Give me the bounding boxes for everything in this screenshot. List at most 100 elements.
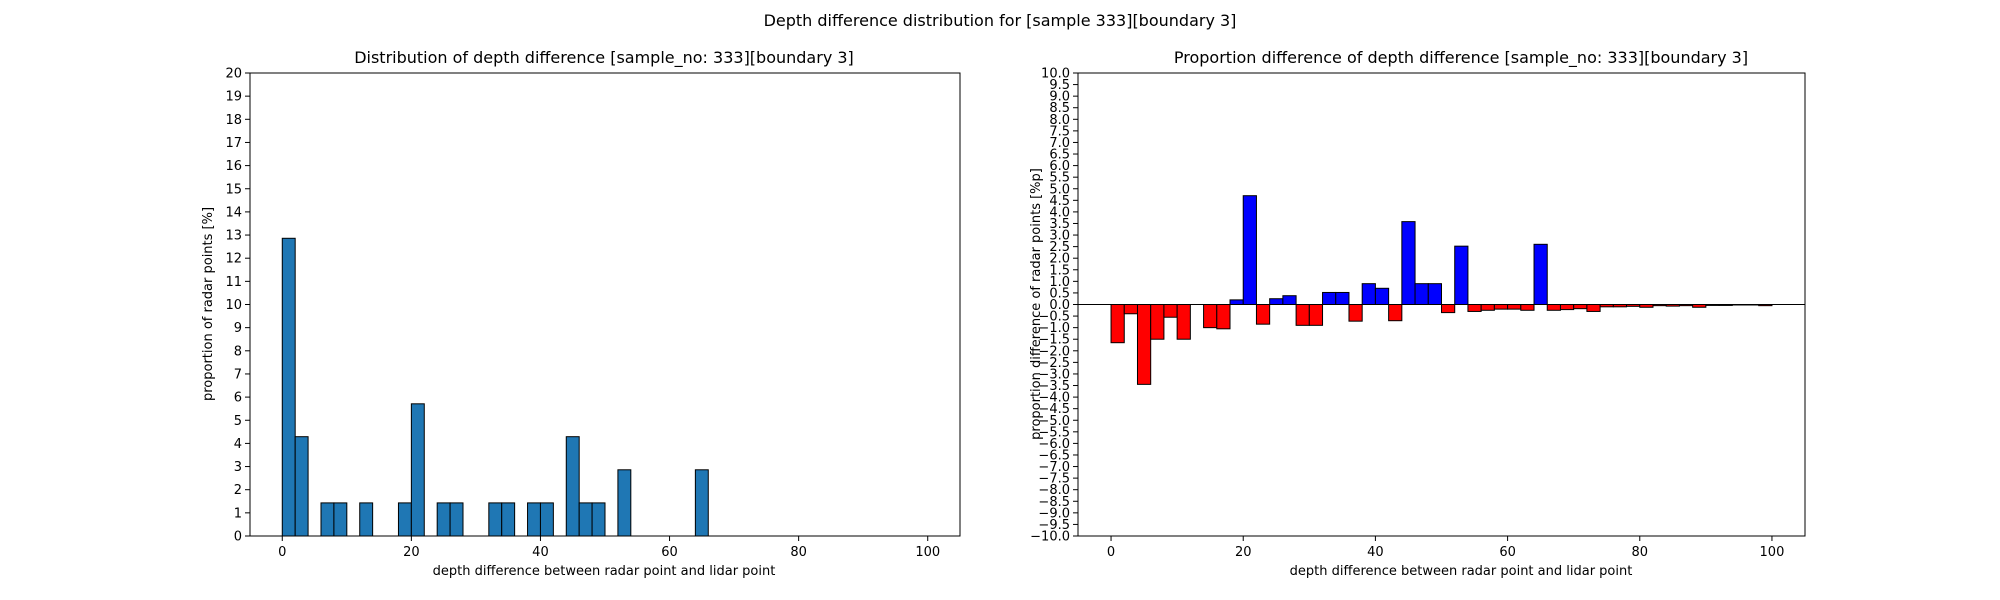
right-chart-xtick-label: 0 bbox=[1107, 545, 1115, 560]
left-chart-ytick-label: 8 bbox=[234, 344, 242, 359]
right-chart-ytick-label: −7.0 bbox=[1038, 460, 1070, 475]
right-chart-ytick-label: 5.5 bbox=[1049, 171, 1070, 186]
right-chart-bar bbox=[1665, 304, 1680, 307]
right-chart-bars bbox=[1110, 195, 1773, 385]
right-chart-bar bbox=[1612, 304, 1628, 308]
right-chart-ytick-label: 0.0 bbox=[1049, 298, 1070, 313]
left-chart-bar bbox=[436, 502, 451, 537]
right-chart-ytick-label: −5.5 bbox=[1038, 425, 1070, 440]
left-chart-bar bbox=[591, 502, 606, 537]
left-chart-xtick-label: 60 bbox=[661, 545, 678, 560]
right-chart-bar bbox=[1718, 304, 1733, 306]
right-chart-ticks: 0 20 40 60 80 100 −10.0−9.5−9.0−8.5−8.0−7.5−7.… bbox=[1030, 67, 1784, 561]
left-chart-ytick-label: 11 bbox=[225, 275, 242, 290]
left-chart-bar bbox=[527, 502, 541, 537]
right-chart-ytick-label: 10.0 bbox=[1041, 67, 1070, 82]
right-chart-bar bbox=[1626, 304, 1641, 307]
left-chart-ytick-label: 3 bbox=[234, 460, 242, 475]
right-chart-ytick-label: −7.5 bbox=[1038, 472, 1070, 487]
right-chart-bar bbox=[1599, 304, 1614, 308]
left-chart-bar bbox=[359, 502, 374, 537]
left-chart-bar bbox=[449, 502, 464, 537]
right-chart-ytick-label: −3.0 bbox=[1038, 367, 1070, 382]
right-chart-ytick-label: 8.5 bbox=[1049, 101, 1070, 116]
right-chart-axes-frame bbox=[1077, 72, 1806, 537]
right-chart-ytick-label: −2.5 bbox=[1038, 356, 1070, 371]
right-chart-bar bbox=[1427, 283, 1443, 306]
right-chart-xlabel: depth difference between radar point and… bbox=[1290, 564, 1633, 579]
right-chart-bar bbox=[1731, 304, 1747, 306]
right-chart-bar bbox=[1745, 304, 1760, 306]
left-chart-axes-frame bbox=[249, 72, 961, 537]
right-chart-ytick-label: 7.5 bbox=[1049, 124, 1070, 139]
left-chart-bar bbox=[488, 502, 503, 537]
left-chart-ytick-label: 1 bbox=[234, 506, 242, 521]
left-chart-ytick-label: 5 bbox=[234, 414, 242, 429]
left-chart-bar bbox=[694, 469, 709, 537]
right-chart-bar bbox=[1559, 304, 1575, 311]
right-chart-bar bbox=[1692, 304, 1707, 308]
right-chart-bar bbox=[1203, 304, 1218, 329]
left-chart-ytick-label: 13 bbox=[225, 229, 242, 244]
right-chart-bar bbox=[1242, 195, 1257, 306]
right-chart-bar bbox=[1401, 221, 1416, 305]
right-chart-bar bbox=[1467, 304, 1482, 312]
right-chart-bar bbox=[1282, 295, 1297, 306]
right-chart-ytick-label: −4.0 bbox=[1038, 391, 1070, 406]
left-chart-bar bbox=[320, 502, 335, 537]
left-chart-ytick-label: 18 bbox=[225, 113, 242, 128]
right-chart-bar bbox=[1639, 304, 1654, 308]
right-chart-bar bbox=[1322, 291, 1337, 306]
right-chart-bar bbox=[1454, 245, 1469, 306]
right-chart-ytick-label: 4.5 bbox=[1049, 194, 1070, 209]
right-chart-ytick-label: −9.0 bbox=[1038, 506, 1070, 521]
left-chart-xtick-label: 100 bbox=[915, 545, 940, 560]
right-chart-ytick-label: −2.0 bbox=[1038, 344, 1070, 359]
left-chart-ytick-label: 4 bbox=[234, 437, 242, 452]
right-chart-bar bbox=[1348, 304, 1363, 322]
right-chart-xtick-label: 80 bbox=[1631, 545, 1648, 560]
right-chart-ytick-label: 2.5 bbox=[1049, 240, 1070, 255]
right-chart-ytick-label: 7.0 bbox=[1049, 136, 1070, 151]
left-chart-bar bbox=[617, 469, 632, 537]
right-chart-proportion-difference: Proportion difference of depth differenc… bbox=[1029, 48, 1806, 579]
right-chart-ytick-label: 6.0 bbox=[1049, 159, 1070, 174]
right-chart-ytick-label: −1.5 bbox=[1038, 333, 1070, 348]
right-chart-bar bbox=[1123, 304, 1138, 315]
right-chart-ytick-label: −4.5 bbox=[1038, 402, 1070, 417]
right-chart-bar bbox=[1176, 304, 1191, 340]
right-chart-ytick-label: −3.5 bbox=[1038, 379, 1070, 394]
left-chart-bar bbox=[397, 502, 412, 537]
right-chart-bar bbox=[1480, 304, 1495, 311]
right-chart-bar bbox=[1414, 283, 1429, 306]
left-chart-ytick-label: 9 bbox=[234, 321, 242, 336]
left-chart-xlabel: depth difference between radar point and… bbox=[433, 564, 776, 579]
right-chart-ytick-label: 1.0 bbox=[1049, 275, 1070, 290]
left-chart-ytick-label: 15 bbox=[225, 182, 242, 197]
left-chart-title: Distribution of depth difference [sample… bbox=[354, 48, 854, 68]
left-chart-ytick-label: 7 bbox=[234, 367, 242, 382]
right-chart-ytick-label: 2.0 bbox=[1049, 252, 1070, 267]
left-chart-ytick-label: 16 bbox=[225, 159, 242, 174]
right-chart-bar bbox=[1269, 298, 1284, 305]
left-chart-bar bbox=[565, 436, 580, 537]
left-chart-bar bbox=[294, 436, 309, 537]
left-chart-bar bbox=[578, 502, 593, 537]
right-chart-bar bbox=[1150, 304, 1165, 340]
right-chart-xtick-label: 40 bbox=[1367, 545, 1384, 560]
right-chart-ytick-label: 8.0 bbox=[1049, 113, 1070, 128]
right-chart-bar bbox=[1374, 287, 1390, 306]
right-chart-ytick-label: 3.0 bbox=[1049, 229, 1070, 244]
right-chart-bar bbox=[1586, 304, 1601, 312]
right-chart-ytick-label: −6.5 bbox=[1038, 448, 1070, 463]
right-chart-ytick-label: 5.0 bbox=[1049, 182, 1070, 197]
right-chart-ytick-label: 9.0 bbox=[1049, 90, 1070, 105]
left-chart-ytick-label: 12 bbox=[225, 252, 242, 267]
left-chart-ytick-label: 10 bbox=[225, 298, 242, 313]
left-chart-bar bbox=[281, 237, 296, 537]
right-chart-ytick-label: −5.0 bbox=[1038, 414, 1070, 429]
left-chart-distribution: Distribution of depth difference [sample… bbox=[201, 48, 961, 579]
right-chart-bar bbox=[1758, 304, 1773, 307]
left-chart-ylabel: proportion of radar points [%] bbox=[201, 207, 216, 401]
